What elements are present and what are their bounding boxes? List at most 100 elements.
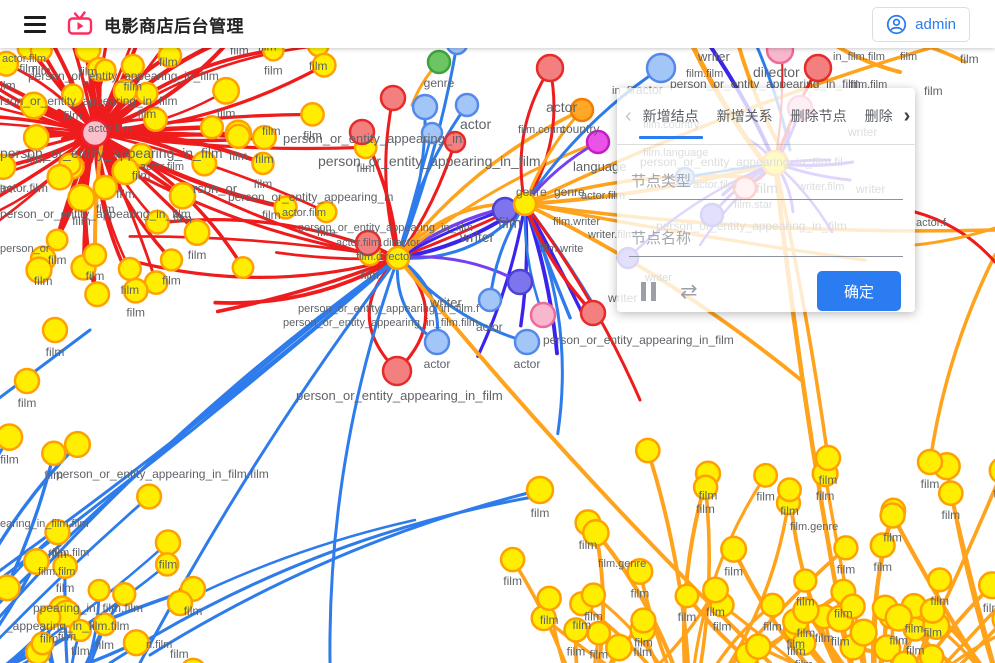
- graph-node[interactable]: [348, 118, 376, 146]
- graph-node[interactable]: [580, 582, 607, 608]
- graph-node[interactable]: [183, 219, 211, 247]
- graph-node[interactable]: [634, 437, 661, 464]
- graph-node[interactable]: [44, 518, 71, 546]
- graph-node[interactable]: [143, 106, 169, 132]
- graph-node[interactable]: [41, 316, 69, 344]
- graph-node[interactable]: [891, 650, 919, 663]
- graph-node[interactable]: [777, 477, 803, 503]
- graph-node[interactable]: [92, 174, 119, 201]
- graph-node[interactable]: [916, 448, 944, 476]
- graph-node[interactable]: [873, 634, 902, 663]
- graph-node[interactable]: [41, 440, 67, 467]
- graph-node[interactable]: [68, 618, 93, 643]
- graph-node[interactable]: [630, 607, 657, 634]
- graph-node[interactable]: [499, 546, 526, 573]
- graph-node[interactable]: [991, 606, 995, 632]
- graph-node[interactable]: [154, 529, 182, 556]
- graph-node[interactable]: [793, 568, 818, 593]
- graph-node[interactable]: [385, 245, 411, 271]
- graph-node[interactable]: [927, 567, 953, 593]
- graph-node[interactable]: [87, 578, 111, 602]
- graph-node[interactable]: [52, 553, 78, 580]
- graph-node[interactable]: [311, 52, 337, 78]
- graph-node[interactable]: [0, 153, 17, 181]
- graph-node[interactable]: [45, 228, 69, 252]
- graph-node[interactable]: [919, 597, 946, 624]
- graph-node[interactable]: [512, 191, 538, 217]
- graph-node[interactable]: [0, 574, 21, 602]
- graph-node[interactable]: [67, 183, 96, 213]
- tabs-prev-icon[interactable]: ‹: [625, 105, 632, 127]
- graph-node[interactable]: [477, 287, 503, 313]
- graph-node[interactable]: [120, 53, 145, 78]
- graph-node[interactable]: [191, 150, 218, 177]
- admin-user-button[interactable]: admin: [872, 6, 970, 42]
- graph-node[interactable]: [674, 583, 700, 609]
- graph-node[interactable]: [884, 603, 913, 632]
- node-type-input[interactable]: [629, 165, 903, 200]
- graph-node[interactable]: [529, 301, 557, 329]
- graph-node[interactable]: [60, 83, 85, 107]
- graph-node[interactable]: [111, 156, 140, 186]
- graph-node[interactable]: [22, 124, 50, 151]
- graph-node[interactable]: [63, 430, 92, 459]
- graph-node[interactable]: [30, 631, 55, 656]
- graph-node[interactable]: [420, 121, 444, 145]
- graph-node[interactable]: [112, 581, 137, 607]
- graph-node[interactable]: [128, 142, 154, 167]
- graph-node[interactable]: [720, 535, 748, 563]
- tab-delete-relation[interactable]: 删除: [864, 108, 893, 124]
- graph-node[interactable]: [569, 97, 595, 123]
- graph-node[interactable]: [937, 480, 964, 507]
- tabs-next-icon[interactable]: ›: [903, 105, 911, 127]
- graph-node[interactable]: [535, 53, 565, 83]
- graph-node[interactable]: [122, 629, 150, 657]
- graph-node[interactable]: [918, 643, 945, 663]
- graph-node[interactable]: [536, 585, 562, 612]
- graph-node[interactable]: [251, 151, 275, 176]
- graph-node[interactable]: [13, 367, 41, 395]
- graph-node[interactable]: [168, 182, 197, 210]
- graph-node[interactable]: [159, 248, 184, 272]
- tab-delete-node[interactable]: 删除节点: [790, 108, 847, 124]
- graph-node[interactable]: [46, 163, 74, 191]
- graph-node[interactable]: [745, 633, 772, 660]
- graph-node[interactable]: [36, 604, 62, 630]
- graph-node[interactable]: [585, 129, 611, 155]
- graph-node[interactable]: [381, 355, 413, 387]
- graph-node[interactable]: [0, 50, 20, 77]
- graph-node[interactable]: [80, 118, 110, 148]
- menu-icon[interactable]: [24, 15, 46, 33]
- graph-node[interactable]: [803, 53, 833, 83]
- tab-add-node[interactable]: 新增结点: [638, 88, 703, 144]
- graph-node[interactable]: [760, 592, 785, 618]
- graph-node[interactable]: [300, 101, 325, 127]
- graph-node[interactable]: [212, 76, 241, 105]
- graph-node[interactable]: [988, 458, 995, 484]
- graph-node[interactable]: [117, 256, 143, 282]
- graph-node[interactable]: [792, 596, 820, 625]
- node-name-input[interactable]: [629, 222, 903, 257]
- graph-node[interactable]: [423, 328, 451, 356]
- graph-node[interactable]: [199, 115, 225, 140]
- graph-node[interactable]: [135, 81, 159, 106]
- graph-node[interactable]: [849, 618, 878, 647]
- graph-node[interactable]: [154, 552, 180, 577]
- graph-node[interactable]: [181, 657, 206, 663]
- graph-node[interactable]: [525, 475, 555, 505]
- graph-node[interactable]: [645, 52, 677, 84]
- graph-node[interactable]: [19, 91, 48, 120]
- graph-node[interactable]: [314, 200, 338, 224]
- graph-node[interactable]: [225, 123, 252, 150]
- graph-node[interactable]: [443, 130, 467, 154]
- swap-arrows-icon[interactable]: ⇄: [680, 279, 698, 303]
- graph-node[interactable]: [144, 209, 170, 235]
- graph-node[interactable]: [92, 612, 117, 637]
- graph-node[interactable]: [135, 483, 163, 510]
- graph-node[interactable]: [626, 557, 654, 585]
- graph-node[interactable]: [833, 535, 859, 561]
- graph-node[interactable]: [753, 462, 779, 488]
- graph-node[interactable]: [586, 620, 612, 646]
- graph-node[interactable]: [82, 242, 108, 268]
